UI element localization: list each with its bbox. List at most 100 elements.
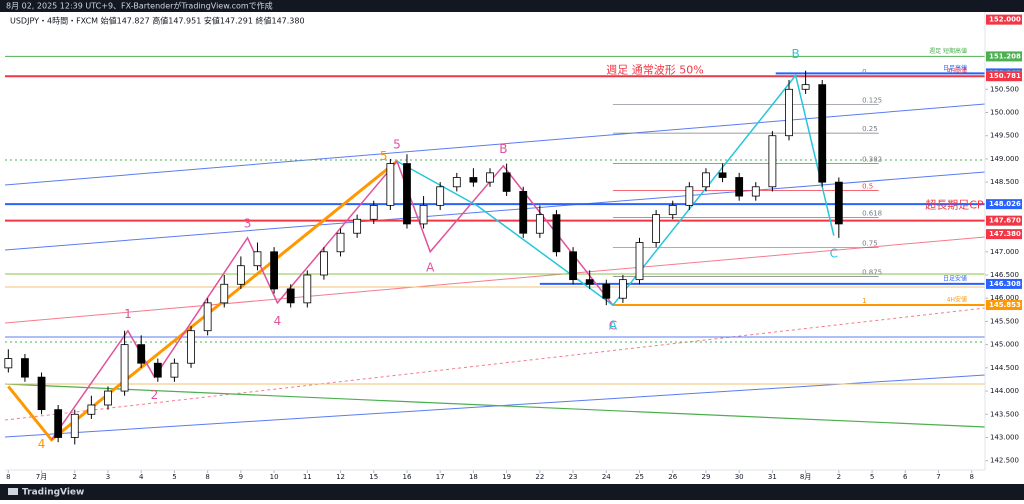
price-tag (986, 215, 1022, 226)
x-tick-label: 25 (635, 473, 644, 481)
wave-label: 1 (124, 307, 132, 321)
price-tag (986, 71, 1022, 82)
x-tick-label: 8 (969, 473, 973, 481)
price-tag-label: 147.670 (989, 217, 1021, 225)
candle-body (21, 358, 29, 378)
candle-body (668, 204, 677, 216)
candle-body (801, 84, 810, 90)
x-tick-label: 19 (502, 473, 511, 481)
x-tick-label: 17 (436, 473, 445, 481)
candle-body (187, 330, 195, 364)
fib-label: 0.5 (862, 182, 873, 190)
level-note: 週足 短期高値 (929, 47, 967, 55)
price-tag-label: 146.308 (989, 280, 1021, 288)
wave-label: 3 (244, 216, 252, 230)
wave-line (50, 159, 614, 441)
candle-body (635, 242, 644, 281)
candle-body (585, 279, 594, 285)
candle-body (153, 362, 162, 378)
candle-body (54, 409, 63, 438)
fib-label: 0.125 (862, 96, 882, 104)
price-tag-label: 150.781 (989, 72, 1021, 80)
x-tick-label: 18 (469, 473, 478, 481)
wave-label: B (499, 142, 507, 156)
candle-body (469, 177, 478, 183)
candle-body (785, 88, 793, 137)
level-note: 4H安値 (947, 296, 967, 304)
candle-body (369, 204, 378, 220)
candle-body (702, 172, 710, 188)
candle-body (768, 135, 777, 188)
fib-label: 1 (862, 297, 866, 305)
x-tick-label: 8 (205, 473, 209, 481)
y-tick-label: 144.000 (990, 387, 1019, 395)
price-tag (986, 51, 1022, 62)
candle-body (403, 163, 411, 225)
level-note: 日足安値 (943, 274, 967, 282)
y-tick-label: 145.500 (990, 317, 1019, 325)
fib-label: 0.618 (862, 209, 882, 217)
fib-label: 0 (862, 68, 866, 76)
x-tick-label: 5 (870, 473, 874, 481)
wave-label: A (609, 319, 618, 333)
price-axis (985, 12, 1024, 484)
fib-label: 0.25 (862, 125, 878, 133)
candle-body (735, 177, 744, 197)
price-tag (986, 229, 1022, 240)
y-tick-label: 146.500 (990, 271, 1019, 279)
x-tick-label: 23 (569, 473, 578, 481)
candle-body (320, 251, 328, 276)
x-tick-label: 7月 (36, 473, 47, 481)
wave-label: C (609, 319, 617, 333)
candle-body (270, 251, 278, 290)
x-tick-label: 5 (172, 473, 176, 481)
y-tick-label: 148.500 (990, 178, 1019, 186)
x-tick-label: 2 (837, 473, 841, 481)
candle-body (818, 84, 827, 183)
candle-body (718, 172, 727, 178)
x-tick-label: 29 (701, 473, 710, 481)
candle-body (552, 214, 561, 253)
candle-body (353, 218, 362, 234)
y-tick-label: 144.500 (990, 364, 1019, 372)
wave-line (396, 73, 835, 307)
candle-body (220, 283, 229, 304)
candle-body (602, 283, 611, 299)
candle-body (303, 274, 312, 304)
chart-title: USDJPY・4時間・FXCM 始値147.827 高値147.951 安値14… (10, 16, 305, 26)
candle-body (70, 413, 79, 438)
x-tick-label: 24 (602, 473, 611, 481)
x-tick-label: 7 (936, 473, 940, 481)
candle-body (120, 344, 129, 392)
footer-bar (0, 484, 1024, 500)
credit: 8月 02, 2025 12:39 UTC+9、FX-BartenderがTra… (6, 1, 273, 11)
wave-label: A (426, 261, 435, 275)
candle-body (170, 362, 179, 378)
candle-body (486, 172, 494, 183)
x-tick-label: 8月 (800, 473, 811, 481)
wave-label: B (792, 47, 800, 61)
x-tick-label: 8 (6, 473, 10, 481)
y-tick-label: 142.500 (990, 457, 1019, 465)
price-tag (986, 199, 1022, 210)
level-note: 日足高値 (943, 64, 967, 72)
brand: TradingView (22, 488, 84, 498)
wave-label: 2 (151, 388, 159, 402)
wave-line (7, 160, 398, 442)
annotation: 超長期足CP (925, 197, 984, 211)
candle-body (236, 265, 245, 285)
x-tick-label: 30 (735, 473, 744, 481)
candle-body (834, 181, 843, 225)
candle-body (87, 404, 96, 415)
price-tag (986, 14, 1022, 25)
candle-body (104, 390, 112, 406)
price-tag-label: 151.208 (989, 52, 1021, 60)
top-bar (0, 0, 1024, 12)
candle-body (203, 302, 212, 332)
y-tick-label: 149.500 (990, 132, 1019, 140)
x-tick-label: 31 (768, 473, 777, 481)
candle-body (286, 288, 295, 304)
candle-body (436, 186, 445, 206)
candle-body (253, 251, 262, 267)
